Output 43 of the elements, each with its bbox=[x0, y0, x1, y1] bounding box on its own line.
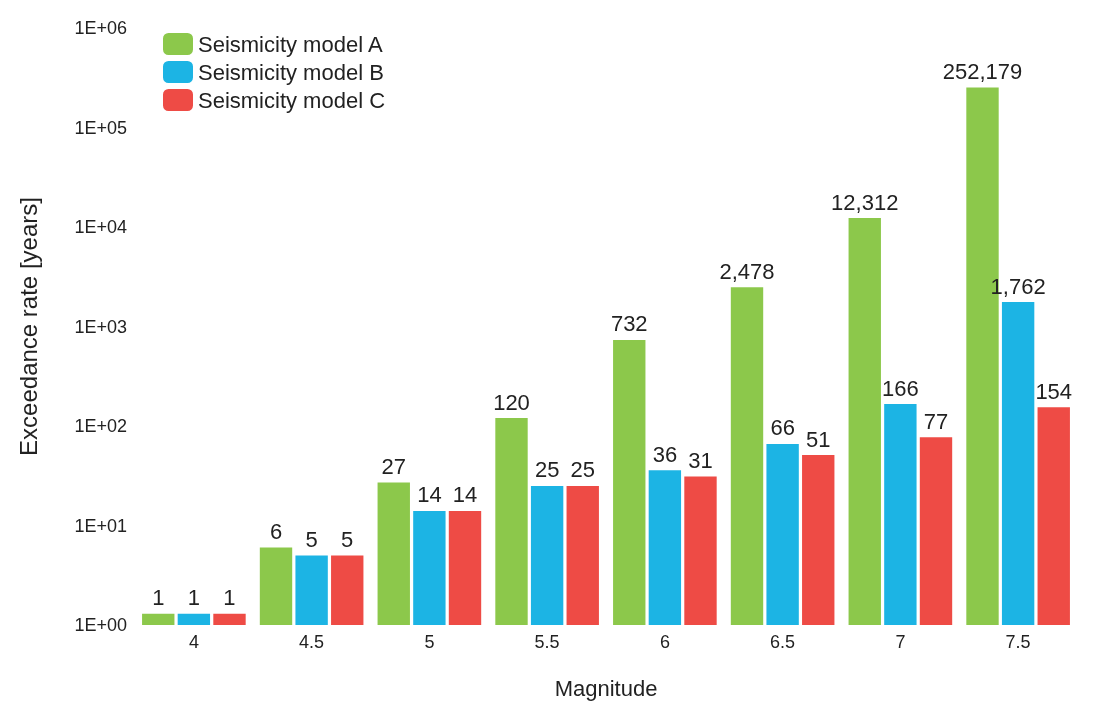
x-axis-title: Magnitude bbox=[554, 675, 658, 701]
legend-label: Seismicity model A bbox=[198, 31, 383, 57]
data-label: 120 bbox=[493, 389, 530, 415]
y-axis-title: Exceedance rate [years] bbox=[14, 197, 42, 456]
data-label: 1 bbox=[223, 585, 236, 611]
data-label: 1 bbox=[187, 585, 200, 611]
x-tick-label: 5.5 bbox=[534, 632, 560, 652]
data-label: 252,179 bbox=[942, 59, 1023, 85]
y-tick-label: 1E+05 bbox=[74, 117, 127, 138]
data-label: 25 bbox=[570, 457, 595, 483]
data-label: 2,478 bbox=[719, 258, 775, 284]
data-label: 12,312 bbox=[831, 189, 899, 215]
data-label: 31 bbox=[688, 448, 713, 474]
data-label: 6 bbox=[269, 519, 283, 545]
data-label: 732 bbox=[610, 311, 648, 337]
data-label: 27 bbox=[381, 454, 406, 480]
data-label: 5 bbox=[341, 526, 354, 552]
data-label: 51 bbox=[806, 426, 831, 452]
x-tick-label: 6 bbox=[659, 632, 670, 652]
data-label: 1 bbox=[152, 585, 165, 611]
data-label: 166 bbox=[882, 375, 919, 401]
y-tick-label: 1E+01 bbox=[74, 515, 127, 536]
legend-label: Seismicity model B bbox=[198, 59, 384, 85]
x-tick-label: 5 bbox=[424, 632, 435, 652]
x-tick-label: 4.5 bbox=[299, 632, 325, 652]
data-label: 25 bbox=[534, 457, 560, 483]
y-tick-label: 1E+02 bbox=[74, 416, 127, 436]
data-label: 5 bbox=[305, 526, 318, 552]
legend-label: Seismicity model C bbox=[198, 87, 386, 113]
data-label: 36 bbox=[652, 441, 678, 467]
y-tick-label: 1E+06 bbox=[74, 18, 127, 38]
x-tick-label: 7 bbox=[895, 632, 906, 652]
x-tick-label: 4 bbox=[188, 632, 199, 652]
data-label: 14 bbox=[417, 482, 442, 508]
data-label: 66 bbox=[770, 415, 795, 441]
y-tick-label: 1E+03 bbox=[74, 316, 127, 337]
data-label: 77 bbox=[923, 408, 949, 434]
y-tick-label: 1E+00 bbox=[74, 615, 127, 635]
data-label: 14 bbox=[452, 482, 478, 508]
x-tick-label: 6.5 bbox=[770, 632, 796, 652]
x-tick-label: 7.5 bbox=[1005, 632, 1031, 652]
y-tick-label: 1E+04 bbox=[74, 217, 127, 237]
data-label: 154 bbox=[1035, 378, 1073, 404]
